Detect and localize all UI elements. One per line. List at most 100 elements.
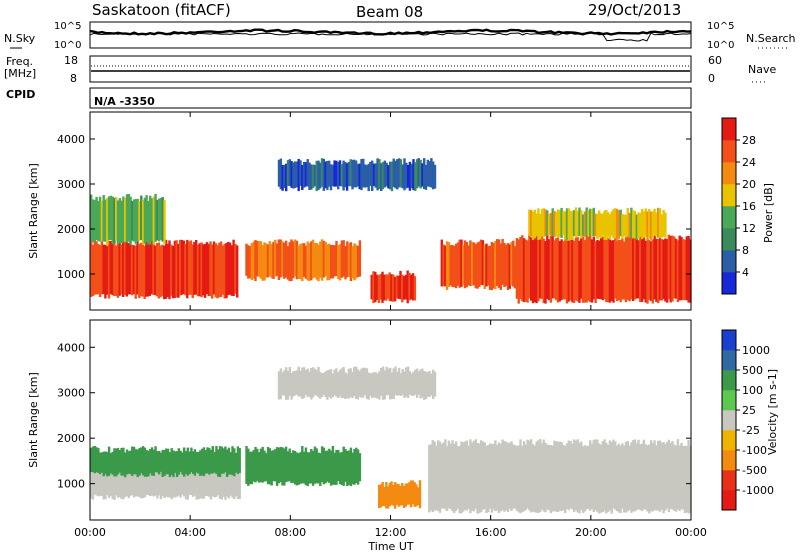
echo-cell: [494, 241, 497, 289]
echo-cell: [109, 195, 113, 241]
colorbar-tick-label: 8: [742, 244, 749, 257]
echo-cell: [295, 161, 299, 188]
echo-cell: [683, 445, 687, 513]
echo-cell: [506, 243, 510, 290]
echo-cell: [91, 244, 95, 296]
colorbar-swatch: [722, 490, 736, 511]
echo-cell: [147, 468, 150, 496]
echo-cell: [526, 240, 529, 303]
echo-cell: [415, 159, 419, 189]
echo-cell: [182, 240, 185, 294]
echo-cell: [362, 158, 365, 188]
echo-cell: [120, 447, 123, 476]
echo-cell: [358, 453, 362, 482]
echo-cell: [306, 368, 309, 398]
echo-cell: [170, 465, 173, 500]
echo-region: [90, 239, 239, 300]
echo-cell: [301, 367, 304, 399]
echo-cell: [372, 372, 376, 398]
echo-cell: [560, 207, 563, 238]
echo-cell: [188, 465, 191, 495]
echo-cell: [186, 468, 189, 500]
echo-cell: [358, 163, 361, 190]
echo-cell: [347, 450, 351, 485]
echo-cell: [671, 235, 674, 302]
echo-cell: [603, 439, 606, 511]
echo-cell: [449, 245, 452, 286]
echo-cell: [683, 239, 687, 301]
echo-cell: [234, 467, 238, 497]
echo-cell: [380, 368, 383, 396]
echo-cell: [147, 450, 150, 477]
echo-cell: [397, 367, 401, 396]
xtick-label: 16:00: [475, 526, 507, 539]
echo-cell: [329, 245, 333, 279]
echo-cell: [469, 240, 472, 286]
echo-cell: [449, 443, 452, 510]
echo-cell: [284, 446, 288, 483]
echo-cell: [628, 445, 631, 510]
echo-cell: [488, 245, 492, 290]
echo-cell: [171, 245, 175, 299]
echo-cell: [445, 241, 449, 291]
echo-cell: [578, 442, 581, 514]
echo-cell: [503, 242, 506, 288]
echo-cell: [109, 241, 112, 295]
echo-cell: [374, 372, 377, 398]
echo-cell: [490, 241, 494, 291]
colorbar-tick-label: -500: [742, 464, 767, 477]
echo-cell: [501, 238, 504, 285]
echo-cell: [261, 446, 264, 483]
echo-cell: [408, 482, 411, 505]
echo-cell: [478, 241, 481, 287]
echo-cell: [471, 442, 474, 511]
echo-cell: [115, 467, 118, 496]
echo-cell: [601, 213, 604, 236]
echo-cell: [342, 367, 345, 398]
echo-cell: [657, 239, 660, 304]
echo-cell: [404, 483, 407, 507]
echo-region: [440, 238, 517, 291]
xtick-label: 20:00: [575, 526, 607, 539]
nave-bottom-tick: 0: [708, 72, 715, 85]
echo-cell: [564, 211, 567, 241]
echo-cell: [216, 245, 219, 299]
echo-cell: [519, 237, 522, 300]
echo-cell: [340, 240, 344, 278]
echo-cell: [293, 239, 297, 277]
echo-cell: [660, 239, 663, 301]
nsearch-trace: [89, 32, 692, 42]
echo-cell: [558, 441, 561, 511]
nave-top-tick: 60: [708, 54, 722, 67]
echo-cell: [209, 462, 213, 500]
echo-cell: [197, 451, 200, 474]
echo-cell: [317, 366, 320, 398]
freq-strip: Freq. [MHz] 18 8 60 0 Nave: [4, 54, 776, 85]
echo-cell: [281, 372, 284, 396]
echo-cell: [102, 451, 105, 477]
echo-cell: [379, 484, 383, 508]
echo-cell: [347, 368, 351, 399]
echo-cell: [349, 447, 353, 487]
echo-cell: [131, 200, 134, 241]
echo-cell: [614, 441, 617, 510]
echo-cell: [97, 448, 100, 473]
echo-cell: [413, 482, 416, 507]
echo-cell: [546, 444, 549, 510]
echo-cell: [658, 237, 662, 301]
echo-cell: [385, 366, 388, 396]
echo-cell: [129, 240, 132, 295]
echo-cell: [115, 448, 118, 477]
echo-cell: [397, 275, 400, 299]
nsearch-label: N.Search: [746, 32, 796, 45]
echo-cell: [349, 159, 352, 187]
echo-cell: [218, 464, 222, 499]
velocity-yticks: 1000 2000 3000 4000: [57, 341, 691, 491]
echo-cell: [283, 242, 286, 279]
echo-cell: [91, 463, 95, 500]
echo-cell: [412, 159, 415, 191]
echo-cell: [277, 239, 281, 280]
echo-cell: [383, 487, 386, 506]
echo-cell: [447, 440, 451, 509]
echo-cell: [396, 371, 399, 396]
